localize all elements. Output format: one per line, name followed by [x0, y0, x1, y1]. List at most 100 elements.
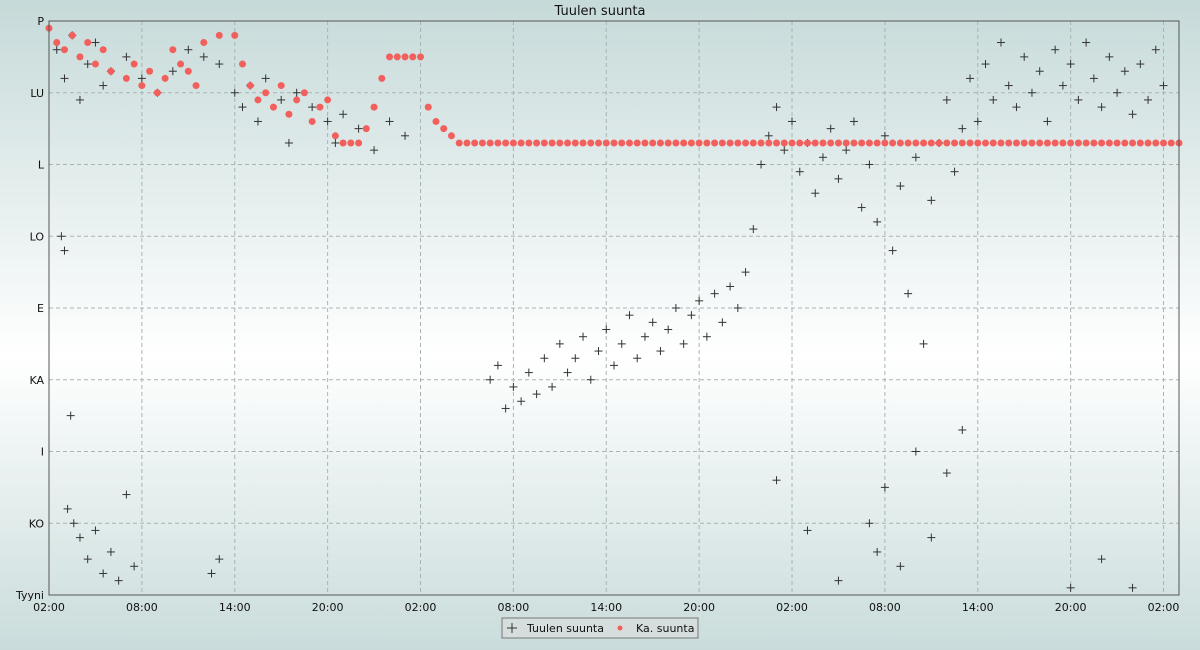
- data-point-cross: [849, 117, 858, 126]
- data-point-cross: [75, 533, 84, 542]
- data-point-dot: [463, 139, 471, 147]
- data-point-cross: [493, 361, 502, 370]
- data-point-cross: [648, 318, 657, 327]
- data-point-dot: [53, 39, 61, 47]
- data-point-dot: [146, 67, 154, 75]
- data-point-cross: [966, 74, 975, 83]
- data-point-dot: [91, 60, 99, 68]
- data-point-dot: [424, 103, 432, 111]
- data-point-cross: [215, 60, 224, 69]
- legend-box: [501, 617, 699, 639]
- data-point-dot: [169, 46, 177, 54]
- data-point-dot: [571, 139, 579, 147]
- data-point-cross: [215, 555, 224, 564]
- data-point-dot: [695, 139, 703, 147]
- data-point-cross: [880, 131, 889, 140]
- data-point-cross: [486, 375, 495, 384]
- data-point-cross: [91, 526, 100, 535]
- data-point-cross: [1051, 45, 1060, 54]
- data-point-cross: [509, 382, 518, 391]
- data-point-cross: [710, 289, 719, 298]
- data-point-dot: [989, 139, 997, 147]
- data-point-dot: [370, 103, 378, 111]
- data-point-cross: [757, 160, 766, 169]
- y-axis-labels: Tyyni KO I KA E LO L LU P: [15, 15, 45, 602]
- data-point-dot: [192, 82, 200, 90]
- data-point-cross: [130, 562, 139, 571]
- data-point-dot: [618, 139, 626, 147]
- data-point-cross: [803, 526, 812, 535]
- data-point-cross: [1159, 81, 1168, 90]
- data-point-cross: [63, 504, 72, 513]
- data-point-cross: [184, 45, 193, 54]
- data-point-cross: [904, 289, 913, 298]
- data-point-dot: [1028, 139, 1036, 147]
- data-point-dot: [324, 96, 332, 104]
- data-point-dot: [1020, 139, 1028, 147]
- data-point-cross: [1058, 81, 1067, 90]
- data-point-dot: [362, 125, 370, 133]
- data-point-dot: [1129, 139, 1137, 147]
- data-point-cross: [1128, 583, 1137, 592]
- y-tick-label: KO: [29, 517, 45, 530]
- data-point-cross: [764, 131, 773, 140]
- data-point-dot: [478, 139, 486, 147]
- data-point-dot: [742, 139, 750, 147]
- data-point-cross: [292, 88, 301, 97]
- data-point-dot: [1105, 139, 1113, 147]
- data-point-cross: [749, 225, 758, 234]
- data-point-cross: [919, 339, 928, 348]
- data-point-cross: [331, 138, 340, 147]
- data-point-cross: [788, 117, 797, 126]
- data-point-cross: [1144, 95, 1153, 104]
- x-tick-label: 14:00: [219, 601, 251, 614]
- data-point-cross: [896, 562, 905, 571]
- data-point-cross: [880, 483, 889, 492]
- data-point-cross: [1136, 60, 1145, 69]
- data-point-cross: [927, 533, 936, 542]
- data-point-cross: [1035, 67, 1044, 76]
- data-point-dot: [107, 67, 115, 75]
- data-point-cross: [122, 52, 131, 61]
- data-point-cross: [702, 332, 711, 341]
- data-point-cross: [1105, 52, 1114, 61]
- data-point-cross: [253, 117, 262, 126]
- y-tick-label: Tyyni: [15, 589, 44, 602]
- data-point-cross: [1113, 88, 1122, 97]
- data-point-dot: [417, 53, 425, 61]
- data-point-dot: [842, 139, 850, 147]
- data-point-cross: [385, 117, 394, 126]
- legend-label-ka-suunta: Ka. suunta: [636, 622, 694, 635]
- data-point-cross: [60, 74, 69, 83]
- data-point-cross: [122, 490, 131, 499]
- data-point-cross: [695, 296, 704, 305]
- data-point-dot: [432, 117, 440, 125]
- data-point-dot: [386, 53, 394, 61]
- data-point-dot: [509, 139, 517, 147]
- data-point-dot: [1136, 139, 1144, 147]
- data-point-dot: [99, 46, 107, 54]
- data-point-dot: [1082, 139, 1090, 147]
- data-point-dot: [355, 139, 363, 147]
- data-point-dot: [641, 139, 649, 147]
- data-point-dot: [1036, 139, 1044, 147]
- data-point-cross: [354, 124, 363, 133]
- data-point-dot: [811, 139, 819, 147]
- data-point-dot: [1113, 139, 1121, 147]
- data-point-dot: [749, 139, 757, 147]
- data-point-dot: [339, 139, 347, 147]
- legend-label-tuulen-suunta: Tuulen suunta: [526, 622, 604, 635]
- data-point-dot: [269, 103, 277, 111]
- data-point-dot: [935, 139, 943, 147]
- data-point-dot: [231, 31, 239, 39]
- data-point-dot: [556, 139, 564, 147]
- data-point-cross: [114, 576, 123, 585]
- data-point-dot: [138, 82, 146, 90]
- data-point-cross: [83, 60, 92, 69]
- data-point-dot: [711, 139, 719, 147]
- y-tick-label: I: [41, 446, 44, 459]
- data-point-cross: [586, 375, 595, 384]
- data-point-cross: [168, 67, 177, 76]
- data-point-dot: [834, 139, 842, 147]
- data-point-dot: [1012, 139, 1020, 147]
